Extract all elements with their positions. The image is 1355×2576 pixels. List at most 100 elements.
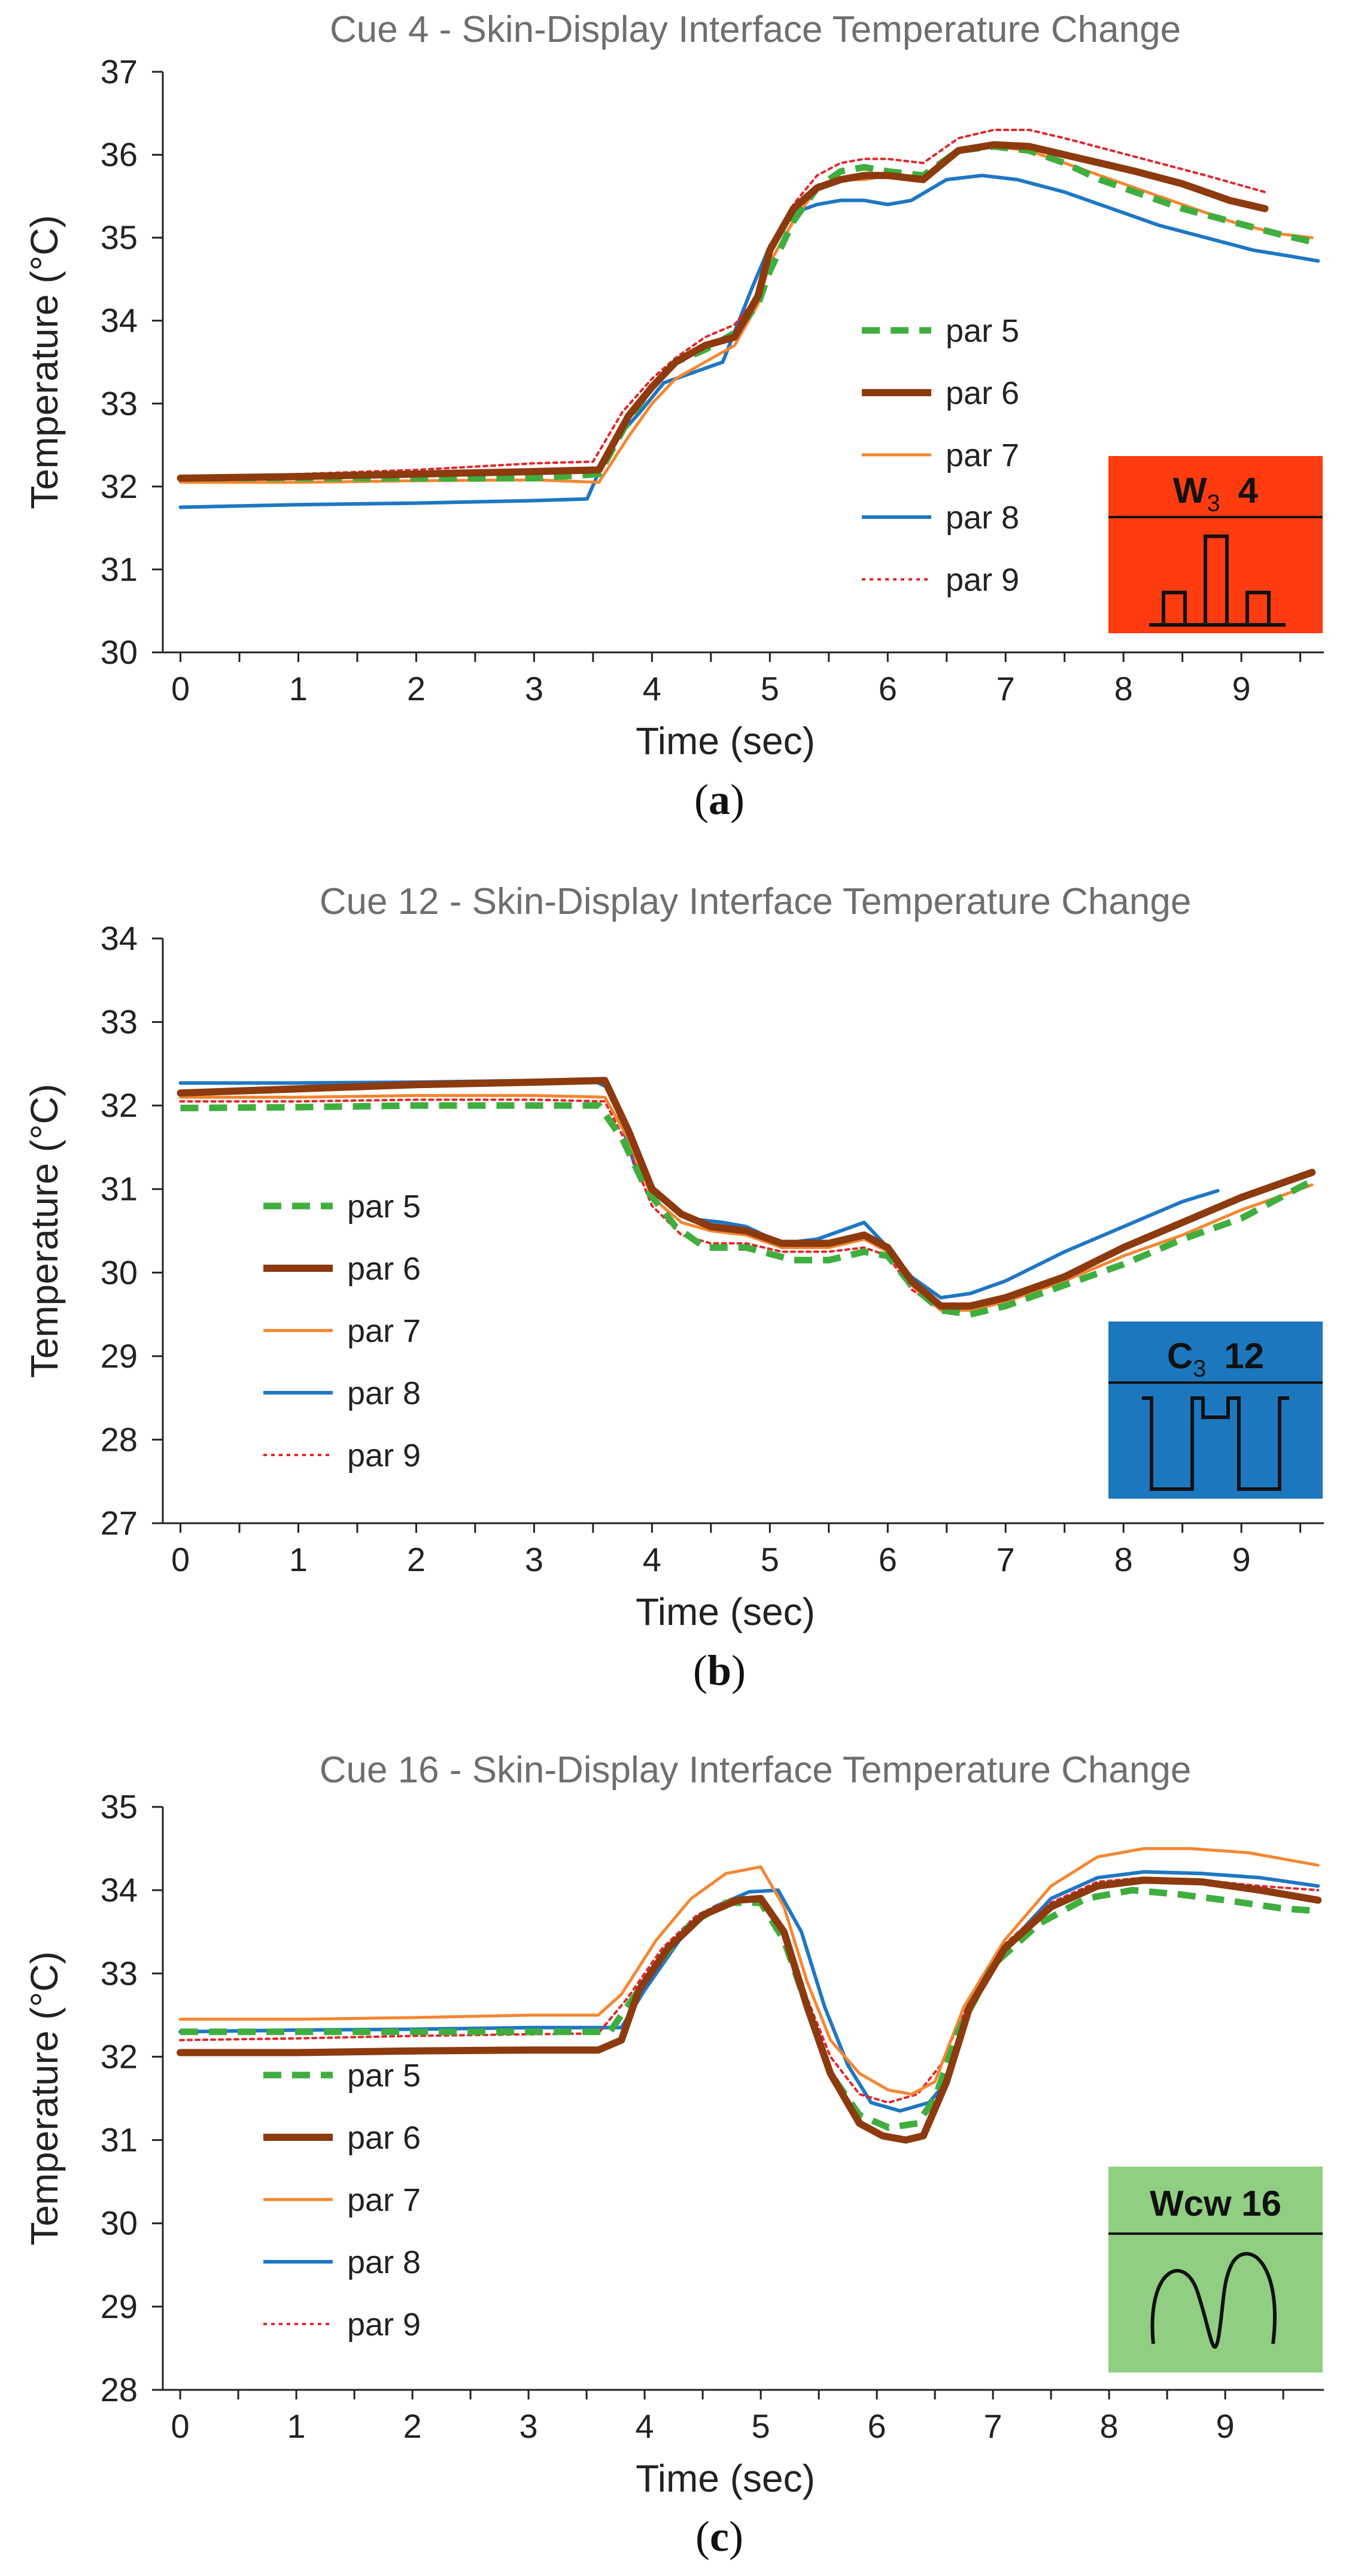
- x-tick-label: 4: [643, 1541, 661, 1578]
- legend-label-par5: par 5: [946, 313, 1019, 349]
- chart-panel-2: Cue 12 - Skin-Display Interface Temperat…: [23, 881, 1324, 1694]
- x-tick-label: 0: [171, 2407, 190, 2445]
- x-tick-label: 2: [407, 670, 426, 707]
- series-line-par9: [179, 1098, 1314, 1312]
- series-line-par6: [177, 1876, 1322, 2144]
- chart-title: Cue 12 - Skin-Display Interface Temperat…: [320, 881, 1192, 922]
- cue-badge: W3 4: [1108, 456, 1323, 633]
- series-line-par6: [177, 1077, 1316, 1310]
- x-tick-label: 6: [868, 2407, 886, 2445]
- x-tick-label: 4: [636, 2407, 654, 2445]
- waveform-icon: [1149, 534, 1286, 627]
- series-line-par7: [178, 1847, 1320, 2096]
- y-tick-label: 30: [101, 2204, 138, 2242]
- x-tick-label: 2: [407, 1541, 426, 1578]
- x-tick-label: 8: [1114, 1541, 1133, 1578]
- waveform-icon: [1150, 2252, 1277, 2349]
- series-line-par9: [179, 129, 1266, 479]
- cue-badge: C3 12: [1108, 1322, 1323, 1499]
- legend-label-par9: par 9: [347, 1438, 421, 1474]
- cue-badge: Wcw 16: [1108, 2167, 1323, 2373]
- legend-label-par8: par 8: [347, 2244, 421, 2280]
- y-tick-label: 35: [101, 1788, 138, 1825]
- legend-label-par7: par 7: [347, 1313, 421, 1349]
- waveform-icon: [1142, 1396, 1289, 1491]
- y-tick-label: 34: [101, 302, 138, 339]
- x-tick-label: 9: [1232, 670, 1251, 707]
- y-axis-label: Temperature (°C): [23, 1951, 66, 2246]
- y-tick-label: 28: [101, 1420, 138, 1458]
- y-tick-label: 33: [101, 1954, 138, 1992]
- cue-badge-background: [1108, 1322, 1323, 1499]
- panel-label: (a): [694, 776, 745, 824]
- x-axis-label: Time (sec): [636, 2457, 815, 2500]
- x-tick-label: 6: [879, 670, 897, 707]
- legend-label-par7: par 7: [946, 438, 1019, 473]
- x-tick-label: 7: [996, 1541, 1015, 1578]
- y-tick-label: 31: [101, 550, 138, 588]
- legend-label-par5: par 5: [347, 1189, 421, 1225]
- y-tick-label: 34: [101, 1871, 138, 1909]
- x-tick-label: 4: [643, 670, 661, 707]
- chart-title: Cue 16 - Skin-Display Interface Temperat…: [320, 1749, 1192, 1791]
- x-tick-label: 7: [984, 2407, 1002, 2445]
- series-line-par8: [178, 1870, 1320, 2113]
- y-tick-label: 33: [101, 384, 138, 422]
- series-line-par8: [178, 1079, 1220, 1300]
- x-tick-label: 6: [879, 1541, 897, 1578]
- y-axis-label: Temperature (°C): [23, 215, 66, 509]
- y-tick-label: 31: [101, 1170, 138, 1208]
- series-line-par5: [180, 1887, 1318, 2131]
- legend-label-par9: par 9: [347, 2307, 421, 2343]
- series-line-par7: [179, 1093, 1314, 1312]
- y-tick-label: 37: [101, 53, 138, 90]
- y-tick-label: 32: [101, 467, 138, 505]
- x-tick-label: 8: [1114, 670, 1133, 707]
- chart-panel-3: Cue 16 - Skin-Display Interface Temperat…: [23, 1749, 1324, 2560]
- panel-label: (b): [693, 1647, 746, 1694]
- legend-label-par6: par 6: [347, 1251, 421, 1287]
- y-tick-label: 33: [101, 1003, 138, 1041]
- cue-badge-background: [1108, 456, 1323, 633]
- cue-badge-background: [1108, 2167, 1323, 2373]
- x-tick-label: 0: [171, 670, 190, 707]
- cue-badge-label: Wcw 16: [1150, 2183, 1281, 2223]
- y-tick-label: 29: [101, 2288, 138, 2325]
- legend-label-par8: par 8: [946, 500, 1019, 536]
- x-tick-label: 3: [525, 1541, 543, 1578]
- cue-badge-label: W3 4: [1173, 470, 1259, 517]
- legend-label-par8: par 8: [347, 1375, 421, 1411]
- y-tick-label: 27: [101, 1504, 138, 1542]
- x-tick-label: 2: [403, 2407, 422, 2445]
- y-axis-label: Temperature (°C): [23, 1084, 66, 1378]
- x-axis-label: Time (sec): [636, 719, 815, 763]
- x-tick-label: 1: [289, 1541, 308, 1578]
- x-tick-label: 5: [761, 670, 779, 707]
- x-tick-label: 1: [287, 2407, 306, 2445]
- x-tick-label: 5: [752, 2407, 770, 2445]
- y-tick-label: 32: [101, 2037, 138, 2075]
- y-tick-label: 28: [101, 2371, 138, 2408]
- legend-label-par6: par 6: [946, 375, 1019, 411]
- y-tick-label: 29: [101, 1337, 138, 1375]
- x-tick-label: 9: [1216, 2407, 1235, 2445]
- y-tick-label: 31: [101, 2121, 138, 2159]
- x-tick-label: 8: [1100, 2407, 1119, 2445]
- series-line-par6: [177, 141, 1269, 482]
- legend-label-par9: par 9: [946, 562, 1019, 598]
- x-tick-label: 1: [289, 670, 308, 707]
- legend-label-par6: par 6: [347, 2120, 421, 2156]
- x-tick-label: 7: [996, 670, 1015, 707]
- y-tick-label: 30: [101, 1253, 138, 1291]
- chart-title: Cue 4 - Skin-Display Interface Temperatu…: [330, 9, 1181, 50]
- series-line-par5: [180, 1102, 1314, 1318]
- legend: par 5 par 6 par 7 par 8 par 9: [263, 1189, 421, 1474]
- x-tick-label: 9: [1232, 1541, 1251, 1578]
- x-tick-label: 3: [519, 2407, 538, 2445]
- x-axis-label: Time (sec): [636, 1590, 815, 1633]
- y-tick-label: 30: [101, 633, 138, 671]
- legend-label-par7: par 7: [347, 2182, 421, 2218]
- y-tick-label: 35: [101, 218, 138, 256]
- y-tick-label: 36: [101, 136, 138, 174]
